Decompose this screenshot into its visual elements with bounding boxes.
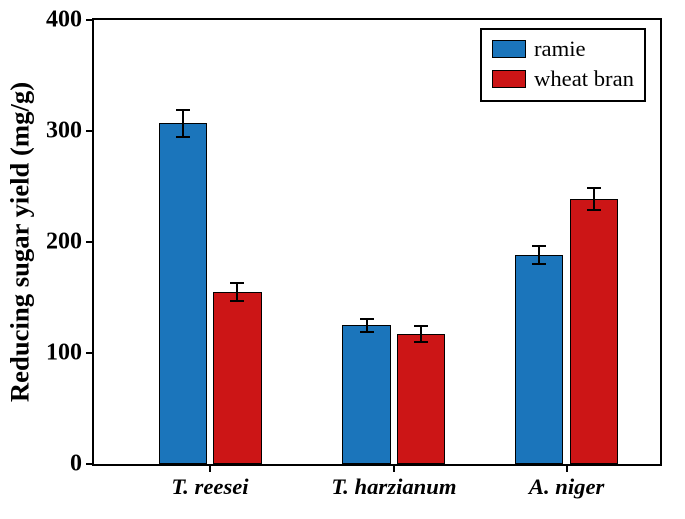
bar — [342, 325, 390, 464]
error-bar — [182, 110, 184, 137]
bar — [213, 292, 261, 464]
error-bar-cap — [532, 263, 546, 265]
y-tick — [86, 130, 94, 132]
legend: ramie wheat bran — [480, 28, 646, 102]
x-tick — [393, 464, 395, 472]
y-tick — [86, 241, 94, 243]
legend-item: ramie — [492, 36, 634, 62]
bar — [397, 334, 445, 464]
legend-label: ramie — [534, 36, 586, 62]
legend-label: wheat bran — [534, 66, 634, 92]
bar — [570, 199, 618, 464]
x-tick-label: T. harzianum — [331, 474, 456, 500]
error-bar-cap — [587, 187, 601, 189]
error-bar — [538, 246, 540, 264]
error-bar-cap — [360, 331, 374, 333]
error-bar-cap — [230, 282, 244, 284]
error-bar-cap — [414, 325, 428, 327]
y-tick — [86, 463, 94, 465]
x-tick-label: T. reesei — [171, 474, 248, 500]
error-bar — [593, 188, 595, 210]
legend-swatch — [492, 70, 526, 88]
error-bar-cap — [176, 109, 190, 111]
error-bar — [236, 283, 238, 301]
x-tick-label: A. niger — [529, 474, 605, 500]
error-bar-cap — [587, 209, 601, 211]
plot-area: ramiewheat bran 0100200300400T. reeseiT.… — [92, 18, 662, 466]
bar — [515, 255, 563, 464]
error-bar-cap — [230, 300, 244, 302]
legend-item: wheat bran — [492, 66, 634, 92]
error-bar-cap — [532, 245, 546, 247]
y-tick-label: 0 — [70, 451, 82, 478]
error-bar-cap — [360, 318, 374, 320]
legend-swatch — [492, 40, 526, 58]
x-tick — [566, 464, 568, 472]
bar — [159, 123, 207, 464]
y-axis-label: Reducing sugar yield (mg/g) — [5, 82, 36, 402]
y-tick-label: 100 — [46, 340, 82, 367]
x-tick — [209, 464, 211, 472]
error-bar-cap — [176, 136, 190, 138]
error-bar — [420, 326, 422, 342]
y-tick — [86, 19, 94, 21]
error-bar-cap — [414, 341, 428, 343]
y-tick-label: 200 — [46, 229, 82, 256]
chart-container: Reducing sugar yield (mg/g) ramie wheat b… — [0, 0, 685, 519]
error-bar — [366, 319, 368, 332]
y-tick-label: 300 — [46, 118, 82, 145]
y-tick-label: 400 — [46, 7, 82, 34]
y-tick — [86, 352, 94, 354]
